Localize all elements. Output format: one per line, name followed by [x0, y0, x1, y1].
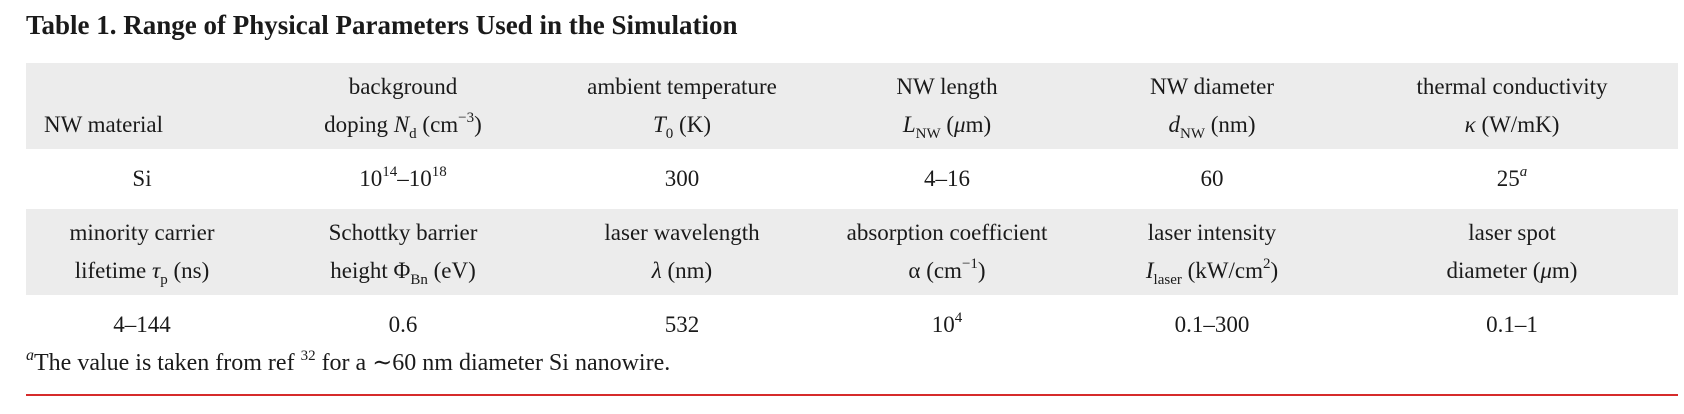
header-row-1: NW material background doping Nd (cm−3) … — [26, 63, 1678, 149]
footnote-mark: a — [26, 347, 34, 364]
header-nw-diameter: NW diameter dNW (nm) — [1078, 63, 1346, 149]
value-laser-wavelength: 532 — [664, 312, 700, 337]
header-absorption-coefficient: absorption coefficient α (cm−1) — [816, 209, 1078, 295]
header-thermal-conductivity: thermal conductivity κ (W/mK) — [1346, 63, 1678, 149]
value-minority-carrier-lifetime: 4–144 — [113, 312, 171, 337]
value-row-2: 4–144 0.6 532 104 0.1–300 0.1–1 — [26, 295, 1678, 355]
value-nw-diameter: 60 — [1200, 166, 1224, 191]
value-thermal-conductivity: 25a — [1496, 164, 1528, 192]
header-nw-material: NW material — [26, 63, 258, 149]
value-schottky-barrier-height: 0.6 — [388, 312, 418, 337]
header-laser-wavelength: laser wavelength λ (nm) — [548, 209, 816, 295]
header-ambient-temperature: ambient temperature T0 (K) — [548, 63, 816, 149]
header-laser-spot-diameter: laser spot diameter (μm) — [1346, 209, 1678, 295]
parameters-table: NW material background doping Nd (cm−3) … — [26, 63, 1678, 355]
reference-number: 32 — [300, 348, 316, 364]
value-row-1: Si 1014–1018 300 4–16 60 25a — [26, 149, 1678, 209]
header-minority-carrier-lifetime: minority carrier lifetime τp (ns) — [26, 209, 258, 295]
header-row-2: minority carrier lifetime τp (ns) Schott… — [26, 209, 1678, 295]
header-schottky-barrier-height: Schottky barrier height ΦBn (eV) — [258, 209, 548, 295]
value-ambient-temperature: 300 — [664, 166, 700, 191]
value-laser-intensity: 0.1–300 — [1174, 312, 1250, 337]
table-title: Table 1. Range of Physical Parameters Us… — [26, 10, 738, 40]
value-nw-material: Si — [132, 166, 152, 191]
value-absorption-coefficient: 104 — [931, 310, 963, 338]
table-footnote: aThe value is taken from ref 32 for a ∼6… — [26, 347, 671, 377]
header-laser-intensity: laser intensity Ilaser (kW/cm2) — [1078, 209, 1346, 295]
bottom-rule — [26, 394, 1678, 396]
value-background-doping: 1014–1018 — [359, 164, 447, 192]
value-laser-spot-diameter: 0.1–1 — [1486, 312, 1538, 337]
header-nw-length: NW length LNW (μm) — [816, 63, 1078, 149]
value-nw-length: 4–16 — [924, 166, 970, 191]
header-background-doping: background doping Nd (cm−3) — [258, 63, 548, 149]
